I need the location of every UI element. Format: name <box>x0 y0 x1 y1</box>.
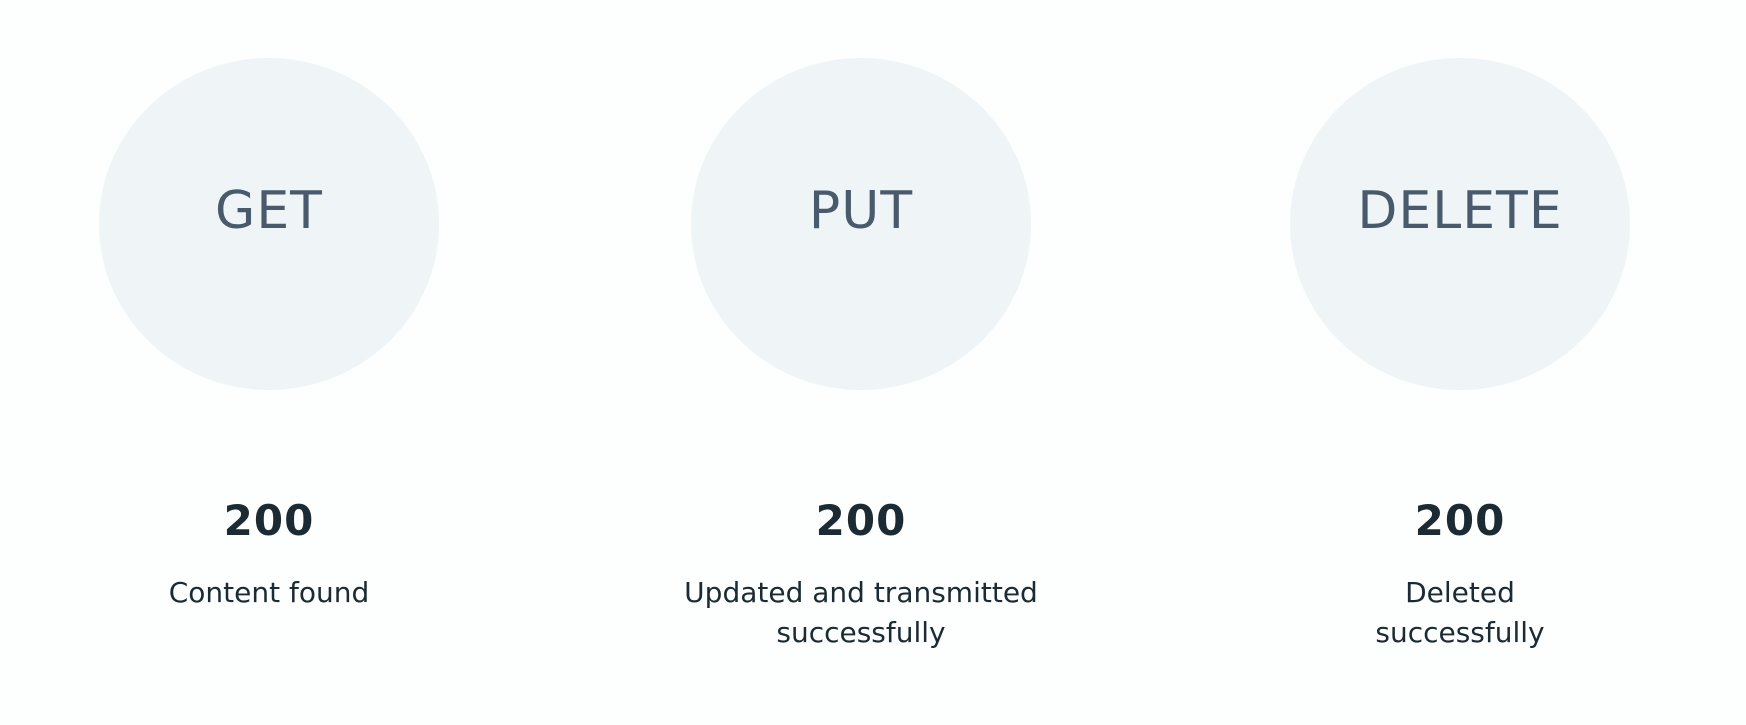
method-get-label: GET <box>215 181 323 241</box>
method-put-circle: PUT <box>691 58 1031 390</box>
method-delete-label: DELETE <box>1357 181 1563 241</box>
method-put-label: PUT <box>808 181 914 241</box>
method-delete-status-description: Deleted successfully <box>1375 576 1545 649</box>
method-get-status-code: 200 <box>223 496 315 545</box>
method-get-column: GET 200 Content found <box>49 0 489 725</box>
method-put-column: PUT 200 Updated and transmitted successf… <box>641 0 1081 725</box>
method-delete-status-code: 200 <box>1414 496 1506 545</box>
method-delete-column: DELETE 200 Deleted successfully <box>1240 0 1680 725</box>
method-put-status-description: Updated and transmitted successfully <box>684 576 1038 649</box>
method-get-status-description: Content found <box>168 576 370 609</box>
method-delete-circle: DELETE <box>1290 58 1630 390</box>
method-put-status-code: 200 <box>815 496 907 545</box>
method-get-circle: GET <box>99 58 439 390</box>
